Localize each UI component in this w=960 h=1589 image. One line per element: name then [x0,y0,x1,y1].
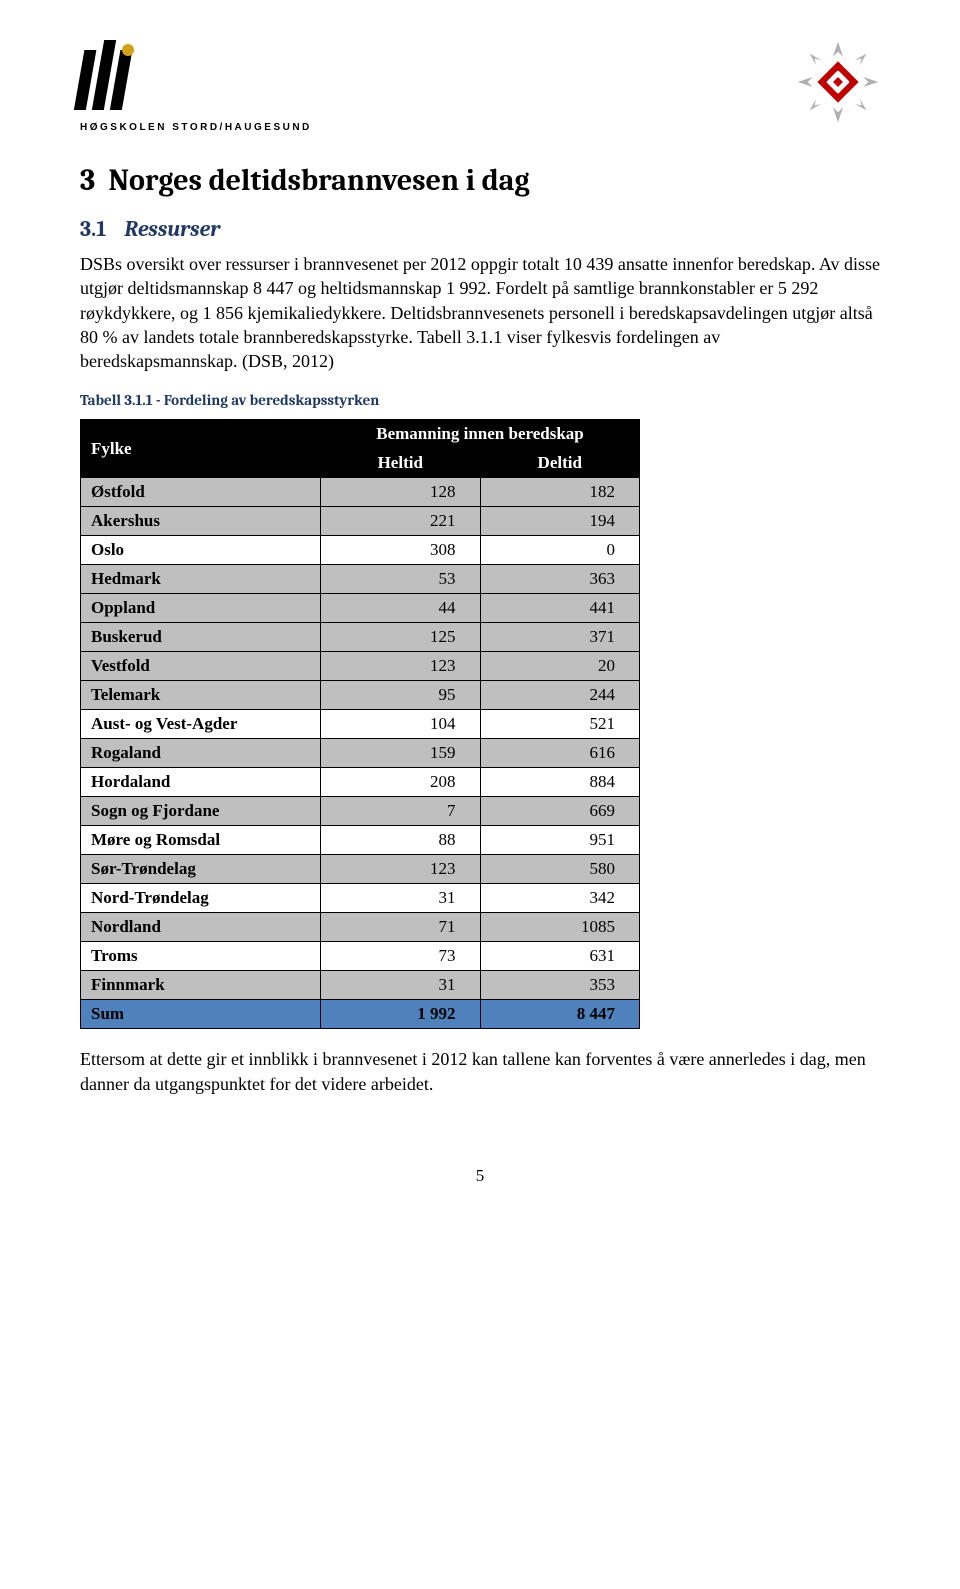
cell-deltid: 194 [480,507,640,536]
table-row-sum: Sum1 9928 447 [81,1000,640,1029]
cell-deltid: 441 [480,594,640,623]
cell-deltid: 8 447 [480,1000,640,1029]
cell-fylke: Oslo [81,536,321,565]
cell-deltid: 353 [480,971,640,1000]
cell-deltid: 669 [480,797,640,826]
cell-deltid: 342 [480,884,640,913]
section-number: 3 [80,163,95,198]
cell-deltid: 244 [480,681,640,710]
cell-fylke: Troms [81,942,321,971]
cell-heltid: 159 [321,739,481,768]
table-row: Sogn og Fjordane7669 [81,797,640,826]
table-row: Nord-Trøndelag31342 [81,884,640,913]
table-row: Hedmark53363 [81,565,640,594]
hsh-school-text: HØGSKOLEN STORD/HAUGESUND [80,122,312,133]
col-header-heltid: Heltid [321,449,481,478]
cell-fylke: Østfold [81,478,321,507]
cell-deltid: 580 [480,855,640,884]
cell-fylke: Sør-Trøndelag [81,855,321,884]
table-row: Oppland44441 [81,594,640,623]
table-row: Rogaland159616 [81,739,640,768]
cell-fylke: Hordaland [81,768,321,797]
section-heading: 3 Norges deltidsbrannvesen i dag [80,163,880,198]
cell-fylke: Finnmark [81,971,321,1000]
cell-deltid: 616 [480,739,640,768]
cell-heltid: 123 [321,855,481,884]
table-row: Nordland711085 [81,913,640,942]
cell-fylke: Aust- og Vest-Agder [81,710,321,739]
cell-fylke: Oppland [81,594,321,623]
table-row: Vestfold12320 [81,652,640,681]
subsection-number: 3.1 [80,216,106,242]
cell-heltid: 128 [321,478,481,507]
table-row: Finnmark31353 [81,971,640,1000]
subsection-title: Ressurser [124,216,220,242]
cell-heltid: 95 [321,681,481,710]
cell-fylke: Nord-Trøndelag [81,884,321,913]
cell-fylke: Nordland [81,913,321,942]
cell-deltid: 20 [480,652,640,681]
table-row: Aust- og Vest-Agder104521 [81,710,640,739]
page: HØGSKOLEN STORD/HAUGESUND 3 Norges [0,0,960,1216]
col-header-fylke: Fylke [81,420,321,478]
section-title: Norges deltidsbrannvesen i dag [108,163,529,198]
cell-heltid: 1 992 [321,1000,481,1029]
cell-fylke: Vestfold [81,652,321,681]
cell-fylke: Hedmark [81,565,321,594]
table-row: Møre og Romsdal88951 [81,826,640,855]
paragraph-1: DSBs oversikt over ressurser i brannvese… [80,252,880,373]
table-row: Akershus221194 [81,507,640,536]
cell-heltid: 308 [321,536,481,565]
cell-deltid: 182 [480,478,640,507]
cell-deltid: 884 [480,768,640,797]
table-row: Troms73631 [81,942,640,971]
cell-heltid: 7 [321,797,481,826]
cell-fylke: Møre og Romsdal [81,826,321,855]
cell-heltid: 31 [321,884,481,913]
table-row: Østfold128182 [81,478,640,507]
emblem-icon [796,40,880,124]
hsh-bars-icon [80,40,128,118]
cell-heltid: 71 [321,913,481,942]
table-row: Telemark95244 [81,681,640,710]
table-caption: Tabell 3.1.1 - Fordeling av beredskapsst… [80,391,880,409]
cell-heltid: 44 [321,594,481,623]
cell-heltid: 31 [321,971,481,1000]
cell-fylke: Sum [81,1000,321,1029]
cell-fylke: Telemark [81,681,321,710]
paragraph-2: Ettersom at dette gir et innblikk i bran… [80,1047,880,1096]
cell-deltid: 1085 [480,913,640,942]
col-header-group: Bemanning innen beredskap [321,420,640,449]
cell-deltid: 631 [480,942,640,971]
table-row: Sør-Trøndelag123580 [81,855,640,884]
cell-deltid: 0 [480,536,640,565]
table-row: Oslo3080 [81,536,640,565]
beredskap-table: Fylke Bemanning innen beredskap Heltid D… [80,419,640,1029]
cell-deltid: 363 [480,565,640,594]
cell-heltid: 208 [321,768,481,797]
cell-heltid: 123 [321,652,481,681]
cell-deltid: 371 [480,623,640,652]
col-header-deltid: Deltid [480,449,640,478]
cell-fylke: Rogaland [81,739,321,768]
page-header: HØGSKOLEN STORD/HAUGESUND [80,40,880,133]
cell-deltid: 951 [480,826,640,855]
cell-heltid: 125 [321,623,481,652]
cell-fylke: Akershus [81,507,321,536]
page-number: 5 [80,1166,880,1186]
cell-deltid: 521 [480,710,640,739]
cell-fylke: Sogn og Fjordane [81,797,321,826]
subsection-heading: 3.1 Ressurser [80,216,880,242]
cell-heltid: 73 [321,942,481,971]
cell-heltid: 221 [321,507,481,536]
table-row: Hordaland208884 [81,768,640,797]
cell-heltid: 104 [321,710,481,739]
cell-heltid: 88 [321,826,481,855]
table-row: Buskerud125371 [81,623,640,652]
cell-heltid: 53 [321,565,481,594]
hsh-logo: HØGSKOLEN STORD/HAUGESUND [80,40,312,133]
cell-fylke: Buskerud [81,623,321,652]
